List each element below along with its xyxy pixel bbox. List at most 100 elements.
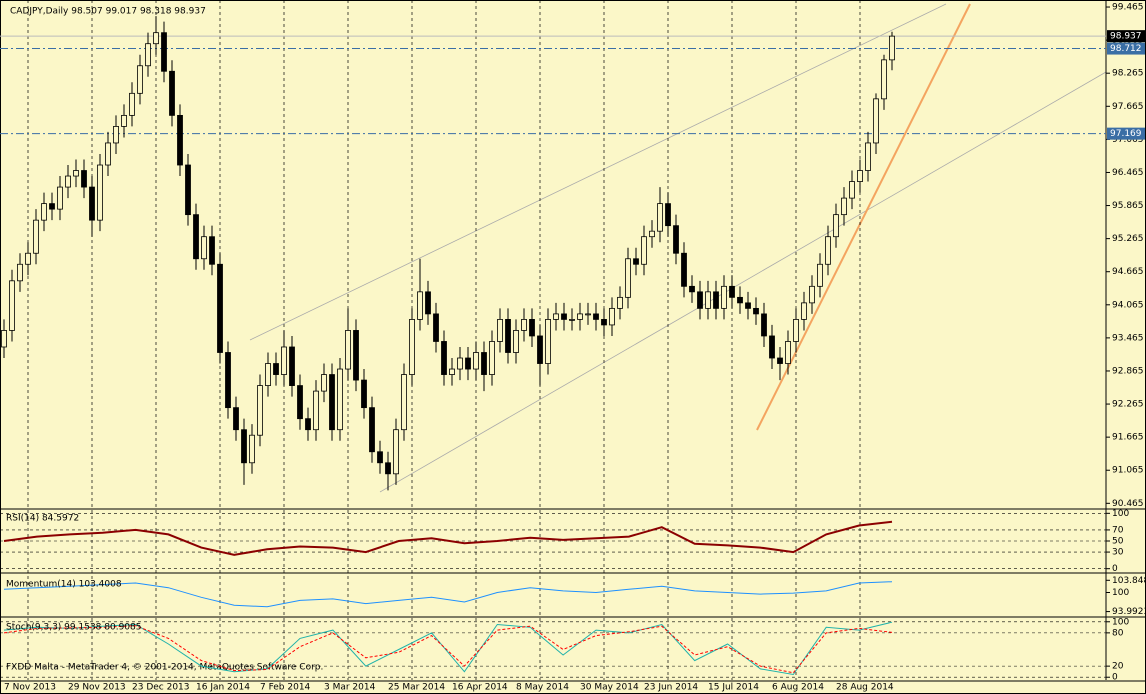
y-tick-label: 95.865 bbox=[1112, 201, 1144, 211]
x-tick-label: 16 Apr 2014 bbox=[452, 683, 508, 693]
candle-body bbox=[777, 357, 783, 364]
candle-body bbox=[465, 357, 471, 370]
level-box bbox=[1107, 127, 1145, 140]
candle-body bbox=[481, 352, 487, 375]
y-tick-label: 100 bbox=[1112, 588, 1129, 598]
candle-body bbox=[353, 330, 359, 381]
candle-body bbox=[409, 319, 415, 375]
candle-body bbox=[841, 197, 847, 216]
candle-body bbox=[745, 302, 751, 309]
candle-body bbox=[289, 346, 295, 386]
candle-body bbox=[265, 363, 271, 386]
y-tick-label: 97.665 bbox=[1112, 102, 1144, 112]
y-tick-label: 0 bbox=[1112, 564, 1118, 574]
y-tick-label: 20 bbox=[1112, 662, 1124, 672]
y-tick-label: 92.865 bbox=[1112, 366, 1144, 376]
candle-body bbox=[313, 390, 319, 431]
y-tick-label: 90.465 bbox=[1112, 499, 1144, 509]
candle-body bbox=[617, 296, 623, 309]
candle-body bbox=[593, 313, 599, 320]
candle-body bbox=[17, 263, 23, 282]
y-tick-label: 97.065 bbox=[1112, 135, 1144, 145]
candle-body bbox=[833, 214, 839, 238]
candle-body bbox=[201, 236, 207, 260]
candle-body bbox=[865, 142, 871, 171]
candle-body bbox=[801, 302, 807, 320]
y-tick-label: 92.265 bbox=[1112, 400, 1144, 410]
candle-body bbox=[785, 341, 791, 364]
candle-body bbox=[57, 186, 63, 210]
level-box bbox=[1107, 42, 1145, 55]
y-tick-label: 94.065 bbox=[1112, 300, 1144, 310]
candle-body bbox=[65, 175, 71, 188]
candle-body bbox=[385, 462, 391, 475]
candle-body bbox=[273, 363, 279, 375]
candle-body bbox=[545, 319, 551, 364]
candle-body bbox=[713, 291, 719, 309]
indicator-line bbox=[3, 520, 893, 556]
candle-body bbox=[585, 313, 591, 316]
candle-body bbox=[521, 319, 527, 331]
indicator-title: Stoch(9,3,3) 99.1538 80.9085 bbox=[6, 623, 141, 633]
candle-body bbox=[257, 385, 263, 436]
candle-body bbox=[9, 280, 15, 331]
x-tick-label: 16 Jan 2014 bbox=[196, 683, 250, 693]
candle-body bbox=[889, 35, 895, 61]
candle-body bbox=[217, 263, 223, 353]
candle-body bbox=[129, 92, 135, 116]
candle-body bbox=[377, 451, 383, 464]
y-tick-label: 99.465 bbox=[1112, 3, 1144, 13]
y-tick-label: 80 bbox=[1112, 628, 1124, 638]
candle-body bbox=[305, 418, 311, 431]
x-tick-label: 7 Feb 2014 bbox=[260, 683, 311, 693]
indicator-title: Momentum(14) 103.4008 bbox=[6, 580, 122, 590]
candle-body bbox=[417, 291, 423, 320]
y-tick-label: 30 bbox=[1112, 548, 1124, 558]
candle-body bbox=[241, 429, 247, 464]
candle-body bbox=[249, 434, 255, 464]
candle-body bbox=[553, 313, 559, 320]
candle-body bbox=[673, 225, 679, 254]
y-tick-label: 91.665 bbox=[1112, 433, 1144, 443]
y-tick-label: 93.9923 bbox=[1112, 607, 1146, 617]
y-tick-label: 93.465 bbox=[1112, 333, 1144, 343]
candle-body bbox=[825, 236, 831, 265]
candle-body bbox=[513, 330, 519, 353]
y-tick-label: 70 bbox=[1112, 525, 1124, 535]
candle-body bbox=[633, 258, 639, 265]
chart-title: CADJPY,Daily 98.507 99.017 98.318 98.937 bbox=[10, 7, 206, 17]
candle-body bbox=[89, 186, 95, 221]
y-tick-label: 94.665 bbox=[1112, 267, 1144, 277]
candle-body bbox=[857, 170, 863, 182]
x-tick-label: 8 May 2014 bbox=[516, 683, 569, 693]
candle-body bbox=[881, 59, 887, 100]
candle-body bbox=[769, 335, 775, 359]
candle-body bbox=[337, 368, 343, 431]
x-tick-label: 3 Mar 2014 bbox=[324, 683, 376, 693]
candle-body bbox=[705, 291, 711, 309]
price-label: 98.937 bbox=[1110, 32, 1142, 42]
candle-body bbox=[281, 346, 287, 375]
candle-body bbox=[697, 291, 703, 309]
candle-body bbox=[561, 313, 567, 320]
candle-body bbox=[137, 65, 143, 94]
candle-body bbox=[73, 170, 79, 177]
candle-body bbox=[721, 285, 727, 309]
x-tick-label: 30 May 2014 bbox=[580, 683, 639, 693]
candle-body bbox=[393, 429, 399, 475]
candle-body bbox=[225, 352, 231, 409]
candle-body bbox=[121, 114, 127, 127]
y-tick-label: 50 bbox=[1112, 537, 1124, 547]
candle-body bbox=[145, 43, 151, 67]
candle-body bbox=[761, 313, 767, 337]
y-tick-label: 95.265 bbox=[1112, 234, 1144, 244]
candle-body bbox=[625, 258, 631, 298]
indicator-line bbox=[3, 625, 893, 674]
y-tick-label: 0 bbox=[1112, 673, 1118, 683]
candle-body bbox=[609, 307, 615, 326]
candle-body bbox=[25, 252, 31, 265]
candle-body bbox=[153, 32, 159, 45]
candle-body bbox=[649, 230, 655, 238]
candle-body bbox=[49, 203, 55, 210]
